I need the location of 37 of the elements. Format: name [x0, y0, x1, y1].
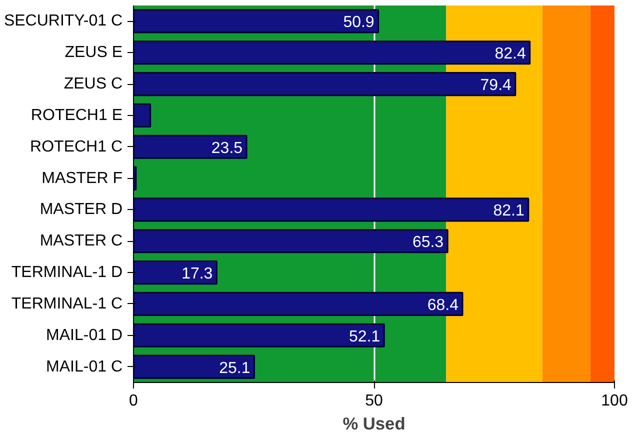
y-tick-label: TERMINAL-1 C: [11, 295, 122, 312]
y-tick-label: MAIL-01 D: [46, 326, 122, 344]
bar: [134, 198, 530, 222]
bar: [134, 103, 152, 128]
data-label: 79.4: [480, 77, 512, 94]
bar: [134, 40, 531, 65]
y-tick-label: MASTER D: [40, 201, 122, 218]
y-tick-label: ZEUS E: [64, 44, 123, 62]
bar: [134, 354, 255, 379]
bar: [134, 323, 385, 348]
data-label: 82.1: [493, 202, 525, 220]
data-label: 82.4: [494, 46, 526, 63]
y-tick-label: ZEUS C: [64, 76, 122, 93]
data-label: 50.9: [343, 14, 374, 32]
y-tick-label: ROTECH1 C: [30, 138, 122, 156]
x-axis-title: % Used: [342, 414, 406, 434]
data-label: 17.3: [182, 266, 213, 283]
bar: [134, 9, 380, 34]
y-tick-label: ROTECH1 E: [30, 106, 123, 124]
y-tick-label: MASTER F: [42, 170, 123, 187]
bar: [134, 229, 448, 254]
y-tick-label: TERMINAL-1 D: [11, 264, 122, 282]
bar: [134, 134, 248, 159]
bar: [134, 260, 218, 285]
bar: [134, 292, 464, 316]
y-tick-label: MASTER C: [40, 232, 122, 250]
x-tick-label: 0: [129, 392, 138, 410]
data-label: 65.3: [412, 234, 444, 252]
data-label: 25.1: [219, 360, 250, 377]
x-tick-label: 50: [365, 392, 383, 410]
bar: [134, 72, 516, 96]
y-tick-label: SECURITY-01 C: [4, 12, 123, 30]
x-tick-label: 100: [601, 392, 628, 410]
data-label: 23.5: [211, 140, 243, 157]
data-label: 68.4: [427, 296, 459, 314]
y-tick-label: MAIL-01 C: [46, 358, 122, 376]
data-label: 52.1: [348, 328, 380, 346]
